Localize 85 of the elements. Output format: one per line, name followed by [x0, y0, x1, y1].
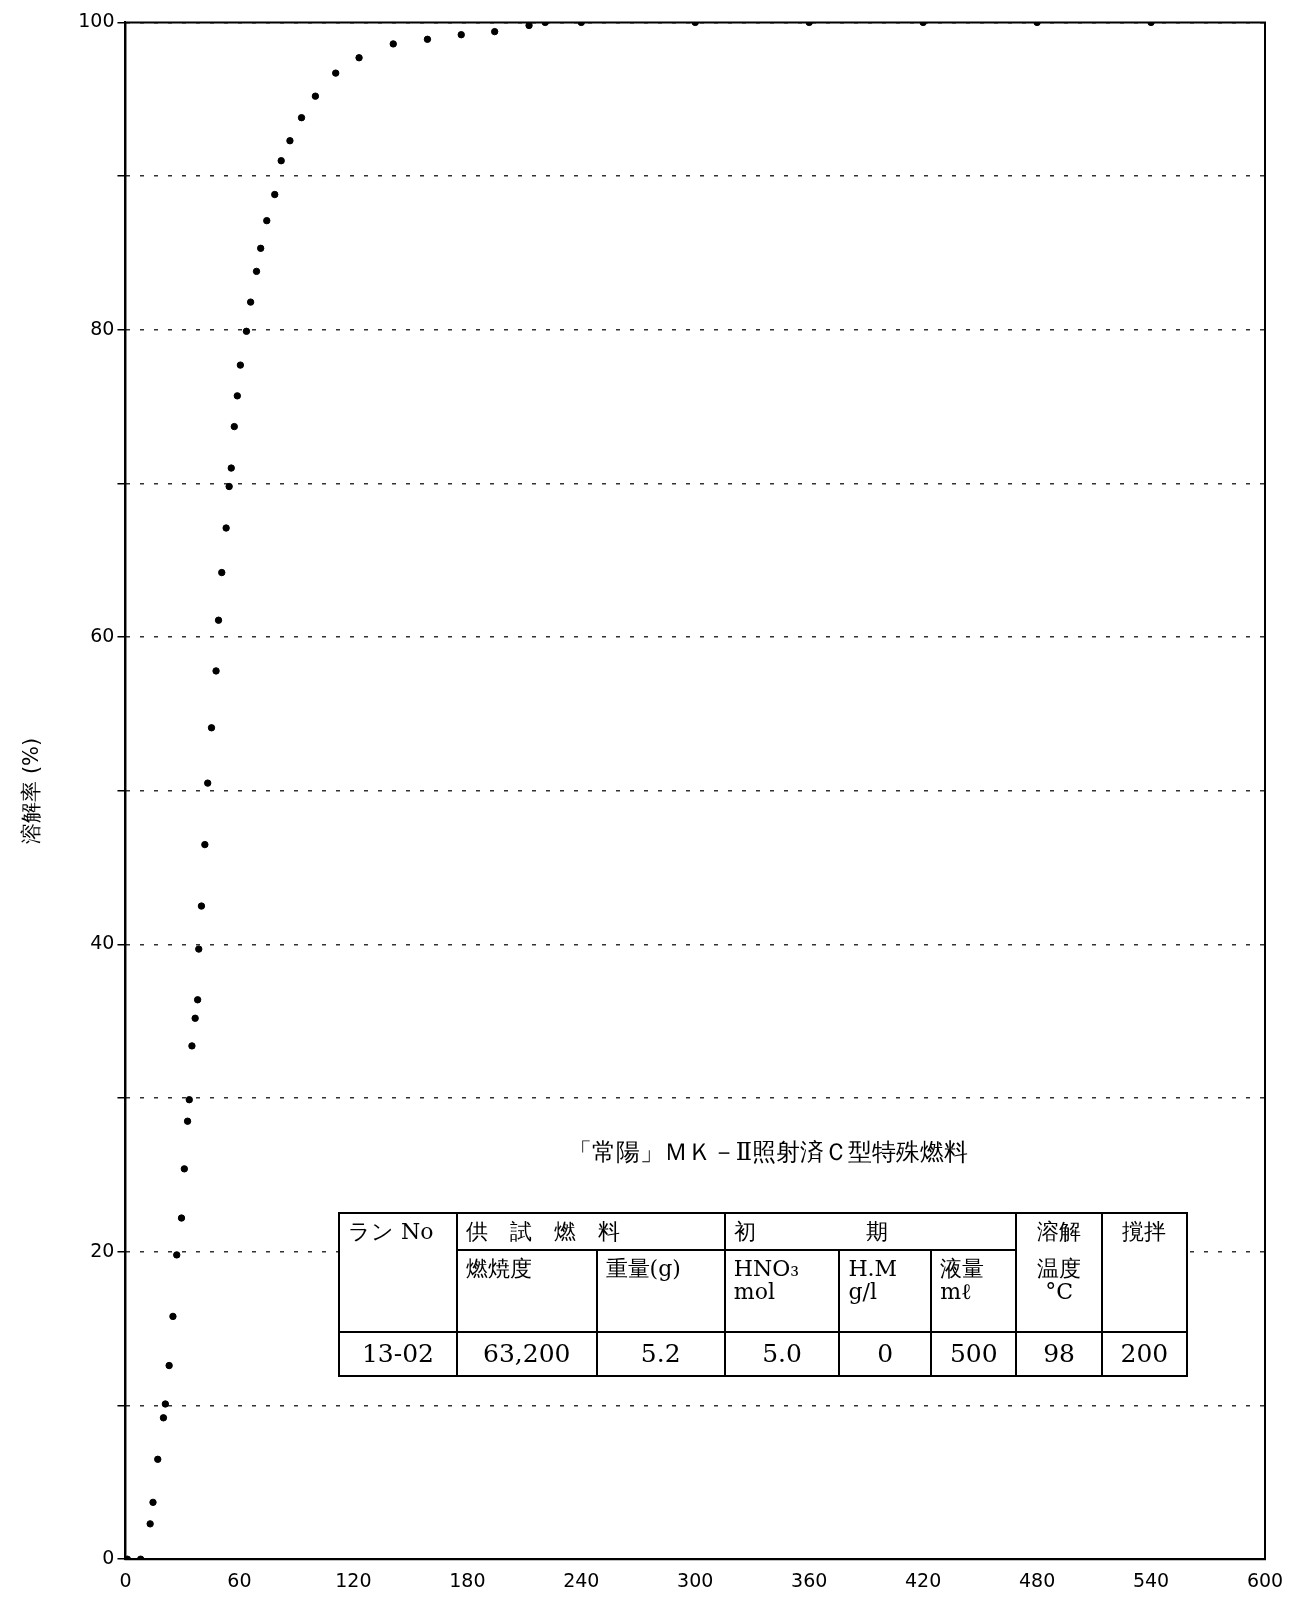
y-tick-label: 0	[102, 1546, 115, 1569]
y-tick-label: 60	[90, 624, 115, 647]
point	[154, 1455, 162, 1464]
point	[146, 1520, 154, 1528]
x-tick-label: 360	[791, 1568, 828, 1591]
point	[242, 327, 251, 335]
annotation: H.M g/l	[848, 1256, 898, 1305]
point	[149, 1498, 157, 1507]
y-tick-label: 100	[78, 9, 115, 32]
y-tick-label: 80	[90, 316, 115, 339]
annotation: 98	[1043, 1339, 1075, 1369]
annotation: 撹拌	[1122, 1219, 1167, 1244]
point	[212, 667, 220, 675]
point	[332, 69, 340, 77]
annotation: 液量 mℓ	[940, 1256, 985, 1305]
point	[188, 1042, 196, 1050]
point	[183, 1117, 192, 1125]
point	[191, 1014, 199, 1022]
annotation: °C	[1045, 1279, 1073, 1305]
point	[227, 464, 235, 472]
point	[263, 216, 271, 225]
annotation: 0	[877, 1339, 894, 1369]
point	[169, 1312, 177, 1321]
annotation: 供 試 燃 料	[466, 1219, 620, 1244]
point	[252, 267, 261, 276]
point	[236, 361, 245, 369]
point	[457, 30, 465, 39]
point	[201, 840, 209, 849]
point	[525, 22, 533, 30]
point	[225, 482, 233, 491]
annotation: 溶解	[1037, 1219, 1082, 1244]
annotation: 63,200	[483, 1339, 571, 1369]
point	[180, 1165, 189, 1173]
point	[246, 298, 255, 306]
annotation: 13-02	[361, 1339, 435, 1369]
annotation: 燃焼度	[466, 1256, 532, 1282]
point	[389, 40, 397, 48]
point	[423, 35, 432, 44]
point	[297, 113, 306, 122]
annotation: 5.0	[762, 1339, 802, 1369]
annotation: 初 期	[733, 1219, 888, 1244]
annotation: 500	[949, 1339, 998, 1369]
x-tick-label: 540	[1132, 1568, 1170, 1591]
x-tick-label: 600	[1246, 1568, 1284, 1591]
x-tick-label: 420	[905, 1568, 942, 1591]
point	[161, 1400, 170, 1408]
point	[185, 1096, 193, 1104]
annotation: 5.2	[640, 1339, 681, 1369]
point	[197, 902, 206, 910]
x-tick-label: 480	[1018, 1568, 1056, 1591]
point	[256, 244, 265, 253]
point	[193, 996, 202, 1004]
x-tick-label: 60	[227, 1568, 252, 1591]
point	[218, 568, 226, 577]
point	[230, 422, 238, 431]
point	[233, 392, 242, 400]
point	[173, 1251, 181, 1259]
point	[271, 190, 279, 199]
x-tick-label: 180	[449, 1568, 486, 1591]
annotation: 温度	[1037, 1256, 1082, 1282]
point	[311, 92, 320, 100]
point	[177, 1214, 186, 1222]
y-tick-label: 20	[90, 1238, 115, 1261]
x-tick-label: 300	[677, 1568, 714, 1591]
annotation: 200	[1120, 1339, 1169, 1369]
annotation: 重量(g)	[605, 1256, 681, 1282]
x-tick-label: 0	[119, 1568, 132, 1591]
annotation: ラン No	[348, 1219, 434, 1244]
point	[195, 945, 203, 953]
point	[214, 616, 223, 624]
x-tick-label: 240	[563, 1568, 600, 1591]
point	[277, 157, 285, 165]
point	[490, 27, 499, 36]
point	[165, 1361, 173, 1370]
point	[355, 54, 363, 62]
x-tick-label: 120	[335, 1568, 372, 1591]
annotation: 「常陽」ＭＫ－Ⅱ照射済Ｃ型特殊燃料	[567, 1138, 969, 1166]
point	[286, 137, 294, 145]
point	[204, 779, 212, 787]
y-axis-title: 溶解率 (%)	[19, 737, 44, 844]
point	[159, 1414, 168, 1422]
point	[207, 724, 216, 732]
point	[222, 524, 230, 532]
y-tick-label: 40	[90, 931, 115, 954]
annotation: HNO₃ mol	[733, 1256, 800, 1305]
